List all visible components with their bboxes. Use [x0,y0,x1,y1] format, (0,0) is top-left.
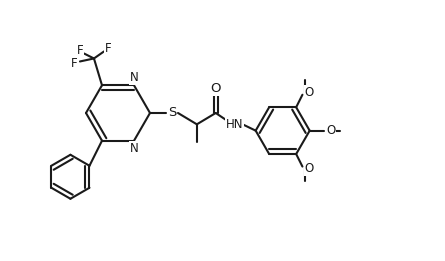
Text: F: F [71,57,77,70]
Text: O: O [326,124,335,137]
Text: N: N [129,71,138,84]
Text: N: N [129,142,138,155]
Text: S: S [168,106,176,120]
Text: F: F [105,42,111,55]
Text: HN: HN [226,118,243,131]
Text: O: O [210,81,221,94]
Text: F: F [77,44,83,57]
Text: O: O [305,162,314,175]
Text: O: O [305,86,314,99]
